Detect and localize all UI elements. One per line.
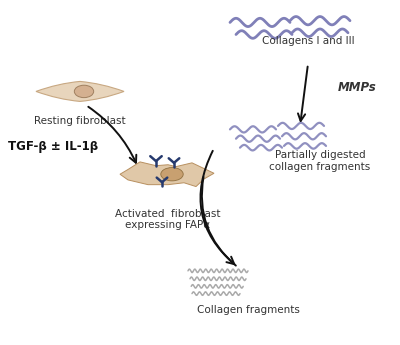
PathPatch shape	[120, 162, 214, 187]
Ellipse shape	[74, 85, 94, 98]
Text: Resting fibroblast: Resting fibroblast	[34, 116, 126, 126]
Text: MMPs: MMPs	[338, 81, 377, 95]
Text: Collagens I and III: Collagens I and III	[262, 36, 354, 46]
Text: Collagen fragments: Collagen fragments	[196, 305, 300, 315]
Text: Partially digested
collagen fragments: Partially digested collagen fragments	[269, 150, 371, 172]
Ellipse shape	[161, 168, 183, 181]
PathPatch shape	[36, 81, 124, 101]
Text: TGF-β ± IL-1β: TGF-β ± IL-1β	[8, 140, 98, 153]
Text: Activated  fibroblast
expressing FAPα: Activated fibroblast expressing FAPα	[115, 209, 221, 230]
